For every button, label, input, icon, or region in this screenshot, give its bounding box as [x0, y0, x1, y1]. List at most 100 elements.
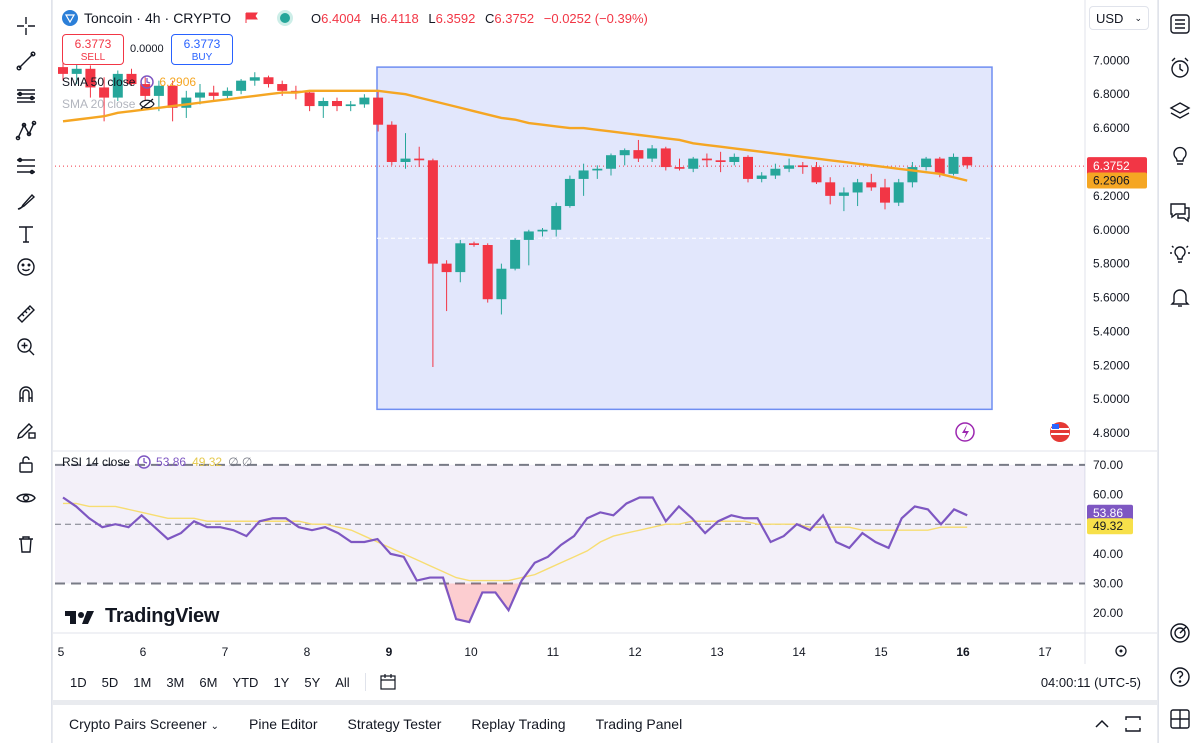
layers-icon[interactable] — [1164, 96, 1196, 128]
horizontal-lines-icon[interactable] — [10, 80, 42, 112]
tab-pine-editor[interactable]: Pine Editor — [249, 716, 318, 732]
pencil-lock-icon[interactable] — [10, 414, 42, 446]
tab-crypto-pairs-screener[interactable]: Crypto Pairs Screener ⌄ — [69, 716, 219, 732]
time-readout[interactable]: 04:00:11 (UTC-5) — [1040, 675, 1141, 690]
buy-button[interactable]: 6.3773 BUY — [171, 34, 233, 65]
candle-body — [523, 231, 534, 240]
chat-icon[interactable] — [1164, 196, 1196, 228]
interval[interactable]: 4h — [144, 10, 161, 26]
time-tick-label: 11 — [547, 645, 560, 659]
range-ytd-button[interactable]: YTD — [232, 674, 259, 690]
watchlist-icon[interactable] — [1164, 8, 1196, 40]
toncoin-logo-icon — [62, 10, 78, 26]
ideas-broadcast-icon[interactable] — [1164, 238, 1196, 270]
calendar-range-icon[interactable] — [378, 672, 398, 692]
candle — [852, 178, 863, 207]
maximize-panel-icon[interactable] — [1123, 715, 1143, 733]
tradingview-logo[interactable]: TradingView — [65, 605, 219, 628]
sma20-legend[interactable]: SMA 20 close — [62, 97, 156, 111]
ruler-icon[interactable] — [10, 298, 42, 330]
lock-icon[interactable] — [10, 448, 42, 480]
rsi-tick-label: 20.00 — [1093, 606, 1123, 620]
tab-strategy-tester[interactable]: Strategy Tester — [347, 716, 442, 732]
fib-retracement-icon[interactable] — [10, 150, 42, 182]
sell-price: 6.3773 — [74, 37, 112, 51]
time-tick-label: 6 — [140, 645, 147, 659]
spread-value: 0.0000 — [130, 43, 164, 55]
range-1d-button[interactable]: 1D — [70, 674, 87, 690]
candle — [99, 77, 110, 122]
candle-body — [770, 168, 781, 176]
price-tick-label: 5.4000 — [1093, 324, 1130, 338]
hidden-eye-icon[interactable] — [139, 97, 156, 111]
candle-body — [414, 158, 425, 161]
currency-select[interactable]: USD ⌄ — [1089, 6, 1149, 30]
range-6m-button[interactable]: 6M — [199, 674, 218, 690]
bell-icon[interactable] — [1164, 281, 1196, 313]
range-all-button[interactable]: All — [335, 674, 350, 690]
text-tool-icon[interactable] — [10, 218, 42, 250]
candle — [784, 158, 795, 173]
candle-body — [99, 87, 110, 98]
range-3m-button[interactable]: 3M — [166, 674, 185, 690]
rsi-label: RSI 14 close — [62, 455, 131, 469]
candle-body — [729, 156, 740, 162]
rsi-legend[interactable]: RSI 14 close 53.86 49.32 ∅ ∅ — [62, 454, 252, 470]
symbol-name[interactable]: Toncoin — [84, 10, 133, 26]
candle-body — [482, 245, 493, 300]
candle — [469, 241, 479, 247]
candle-body — [619, 150, 630, 156]
pitchfork-icon[interactable] — [10, 115, 42, 147]
layout-grid-icon[interactable] — [1164, 703, 1196, 735]
candle — [263, 75, 274, 88]
tab-trading-panel[interactable]: Trading Panel — [595, 716, 683, 732]
candle — [208, 85, 219, 101]
chart-area[interactable]: 7.00006.80006.60006.40006.20006.00005.80… — [53, 0, 1157, 700]
trend-line-icon[interactable] — [10, 45, 42, 77]
range-1y-button[interactable]: 1Y — [273, 674, 290, 690]
candle — [359, 94, 370, 108]
range-5d-button[interactable]: 5D — [101, 674, 119, 690]
candle — [770, 163, 781, 179]
crosshair-icon[interactable] — [10, 10, 42, 42]
chart-canvas[interactable]: 7.00006.80006.60006.40006.20006.00005.80… — [53, 0, 1157, 664]
candle — [551, 202, 562, 237]
candle-body — [427, 160, 438, 264]
chevron-up-icon[interactable] — [1093, 716, 1111, 732]
buy-label: BUY — [191, 52, 213, 63]
trash-icon[interactable] — [10, 528, 42, 560]
sell-button[interactable]: 6.3773 SELL — [62, 34, 124, 65]
candle — [743, 155, 753, 183]
candle-body — [551, 206, 562, 230]
emoji-icon[interactable] — [10, 251, 42, 283]
bottom-panel-bar: Crypto Pairs Screener ⌄ Pine Editor Stra… — [53, 705, 1157, 743]
alarm-clock-icon[interactable] — [1164, 52, 1196, 84]
target-icon[interactable] — [1164, 617, 1196, 649]
candle-body — [866, 182, 877, 188]
lightbulb-icon[interactable] — [1164, 140, 1196, 172]
sync-icon[interactable] — [139, 74, 155, 90]
candle-body — [838, 192, 849, 196]
candle-body — [332, 100, 342, 107]
range-1m-button[interactable]: 1M — [133, 674, 152, 690]
rsi-sync-icon[interactable] — [136, 454, 152, 470]
tab-replay-trading[interactable]: Replay Trading — [471, 716, 566, 732]
candle — [866, 173, 877, 191]
rsi-value: 53.86 — [156, 455, 187, 469]
eye-icon[interactable] — [10, 482, 42, 514]
axis-settings-icon — [1115, 645, 1127, 657]
candle-body — [153, 85, 164, 96]
flag-icon[interactable] — [245, 12, 259, 24]
candle — [633, 139, 644, 162]
help-icon[interactable] — [1164, 661, 1196, 693]
candle-body — [208, 92, 219, 96]
candle — [304, 90, 315, 112]
range-5y-button[interactable]: 5Y — [304, 674, 321, 690]
magnet-icon[interactable] — [10, 378, 42, 410]
brush-icon[interactable] — [10, 185, 42, 217]
time-tick-label: 12 — [628, 645, 642, 659]
price-tick-label: 4.8000 — [1093, 426, 1130, 440]
zoom-in-icon[interactable] — [10, 331, 42, 363]
time-tick-label: 7 — [222, 645, 229, 659]
sma50-legend[interactable]: SMA 50 close 6.2906 — [62, 74, 196, 90]
